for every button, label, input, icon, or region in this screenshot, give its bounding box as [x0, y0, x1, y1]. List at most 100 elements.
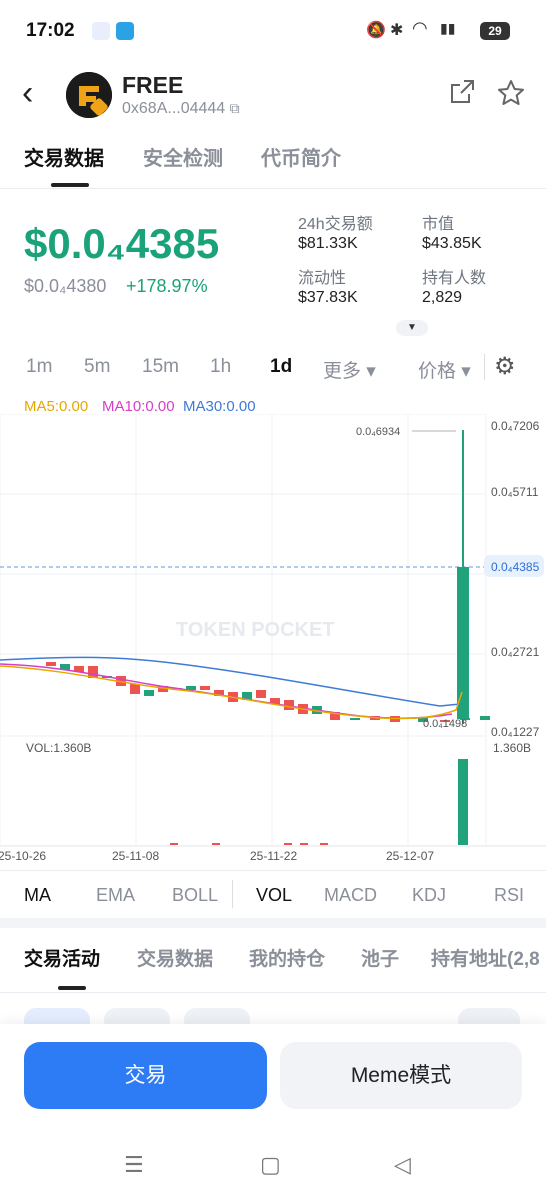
ma5-line: [0, 665, 463, 720]
tab-holder-addresses[interactable]: 持有地址(2,8: [431, 949, 540, 970]
section-divider: [0, 918, 546, 928]
chart-watermark: TOKEN POCKET: [176, 619, 335, 641]
volume-bar: [212, 843, 220, 845]
indicator-ema[interactable]: EMA: [96, 885, 136, 905]
meme-mode-button[interactable]: Meme模式: [280, 1042, 522, 1109]
candle: [88, 666, 98, 678]
stat-value-holders: 2,829: [422, 289, 463, 306]
timeframe-more-dropdown[interactable]: 更多 ▾: [323, 361, 376, 382]
share-icon[interactable]: [448, 78, 476, 113]
y-axis-label-text: 0.0₄2721: [491, 645, 540, 659]
candle: [186, 686, 196, 690]
timeframe-15m[interactable]: 15m: [142, 356, 179, 377]
y-axis-label-text: 0.0₄1227: [491, 725, 540, 739]
high-annotation: 0.0₄6934: [356, 426, 400, 438]
ma30-value: MA30:0.00: [183, 398, 256, 415]
indicator-rsi[interactable]: RSI: [494, 885, 525, 905]
volume-bar: [170, 843, 178, 845]
price-mode-dropdown[interactable]: 价格 ▾: [418, 361, 471, 382]
y-axis-label: 0.0₄5711: [491, 485, 539, 499]
candle: [74, 666, 84, 672]
candle: [200, 686, 210, 690]
tab-trade-data-2[interactable]: 交易数据: [137, 949, 214, 970]
candle: [457, 567, 469, 719]
app-notification-icon: [92, 22, 110, 40]
copy-icon[interactable]: ⧉: [229, 100, 240, 116]
expand-chevron-icon[interactable]: ▼: [396, 320, 428, 336]
tab-my-holdings[interactable]: 我的持仓: [249, 949, 326, 970]
trade-button[interactable]: 交易: [24, 1042, 267, 1109]
timeframe-1h[interactable]: 1h: [210, 356, 232, 377]
divider: [0, 188, 546, 189]
token-address[interactable]: 0x68A...04444 ⧉: [122, 100, 240, 118]
stat-label-holders: 持有人数: [422, 270, 487, 287]
stat-value-marketcap: $43.85K: [422, 235, 482, 252]
back-icon[interactable]: ◁: [394, 1152, 411, 1177]
gear-icon[interactable]: ⚙: [494, 353, 516, 380]
telegram-icon: [116, 22, 134, 40]
tab-trade-data[interactable]: 交易数据: [24, 148, 104, 170]
volume-label: VOL:1.360B: [26, 741, 91, 755]
indicator-kdj[interactable]: KDJ: [412, 885, 447, 905]
y-axis-label: 0.0₄7206: [491, 419, 540, 433]
candle: [242, 692, 252, 700]
indicator-vol[interactable]: VOL: [256, 885, 293, 905]
divider: [0, 992, 546, 993]
y-axis-label: 0.0₄2721: [491, 645, 540, 659]
candle: [46, 662, 56, 666]
candle: [418, 718, 428, 722]
stat-label-marketcap: 市值: [422, 216, 455, 233]
stat-label-liquidity: 流动性: [298, 270, 347, 287]
volume-bar: [284, 843, 292, 845]
y-axis-label: 0.0₄1227: [491, 725, 540, 739]
y-axis-label-text: 0.0₄7206: [491, 419, 540, 433]
current-price-tag: [484, 555, 544, 577]
tab-active-indicator: [51, 183, 89, 187]
tab-token-intro[interactable]: 代币简介: [261, 148, 341, 170]
status-bar: 17:02 🔕 ✱ ◠ ▮▮ 29: [0, 0, 546, 62]
signal-icon: ▮▮: [440, 20, 456, 36]
ma10-value: MA10:0.00: [102, 398, 175, 415]
volume-axis-label: 1.360B: [493, 741, 531, 755]
back-chevron-icon[interactable]: ‹: [22, 74, 34, 112]
tab-active-indicator: [58, 986, 86, 990]
x-axis-label: 25-11-08: [112, 849, 159, 863]
menu-icon[interactable]: ☰: [124, 1152, 144, 1177]
timeframe-5m[interactable]: 5m: [84, 356, 111, 377]
mute-icon: 🔕: [366, 22, 386, 39]
price-change: +178.97%: [126, 276, 208, 296]
y-axis-label-text: 0.0₄5711: [491, 485, 539, 499]
stat-value-liquidity: $37.83K: [298, 289, 358, 306]
tab-pools[interactable]: 池子: [361, 949, 400, 970]
indicator-ma[interactable]: MA: [24, 885, 51, 905]
address-text: 0x68A...04444: [122, 100, 226, 117]
indicator-macd[interactable]: MACD: [324, 885, 377, 905]
candle: [440, 720, 450, 722]
divider: [484, 354, 485, 380]
tab-trade-activity[interactable]: 交易活动: [24, 949, 101, 970]
home-icon[interactable]: ▢: [260, 1152, 281, 1177]
tab-security-check[interactable]: 安全检测: [143, 148, 223, 170]
candle: [480, 716, 490, 720]
volume-bar: [300, 843, 308, 845]
candle: [330, 712, 340, 720]
candle: [158, 686, 168, 692]
price-chart[interactable]: TOKEN POCKET 0.0₄7206 0.0₄5711 0.0₄4385 0.0…: [0, 414, 546, 869]
x-axis-label: 25-11-22: [250, 849, 297, 863]
x-axis-label: 25-10-26: [0, 849, 46, 863]
star-icon[interactable]: [496, 78, 526, 115]
price-sub: $0.0₄4380: [24, 276, 107, 296]
candle: [256, 690, 266, 698]
battery-icon: 29: [480, 22, 510, 40]
ma10-line: [0, 663, 453, 719]
low-annotation: 0.0₄1498: [423, 718, 467, 730]
candle: [284, 700, 294, 710]
candle: [214, 690, 224, 696]
y-axis-label-text: 0.0₄4385: [491, 560, 540, 574]
timeframe-1m[interactable]: 1m: [26, 356, 53, 377]
indicator-boll[interactable]: BOLL: [172, 885, 219, 905]
divider: [232, 880, 233, 908]
ma30-line: [0, 656, 461, 707]
timeframe-1d[interactable]: 1d: [270, 356, 293, 377]
candle: [130, 684, 140, 694]
